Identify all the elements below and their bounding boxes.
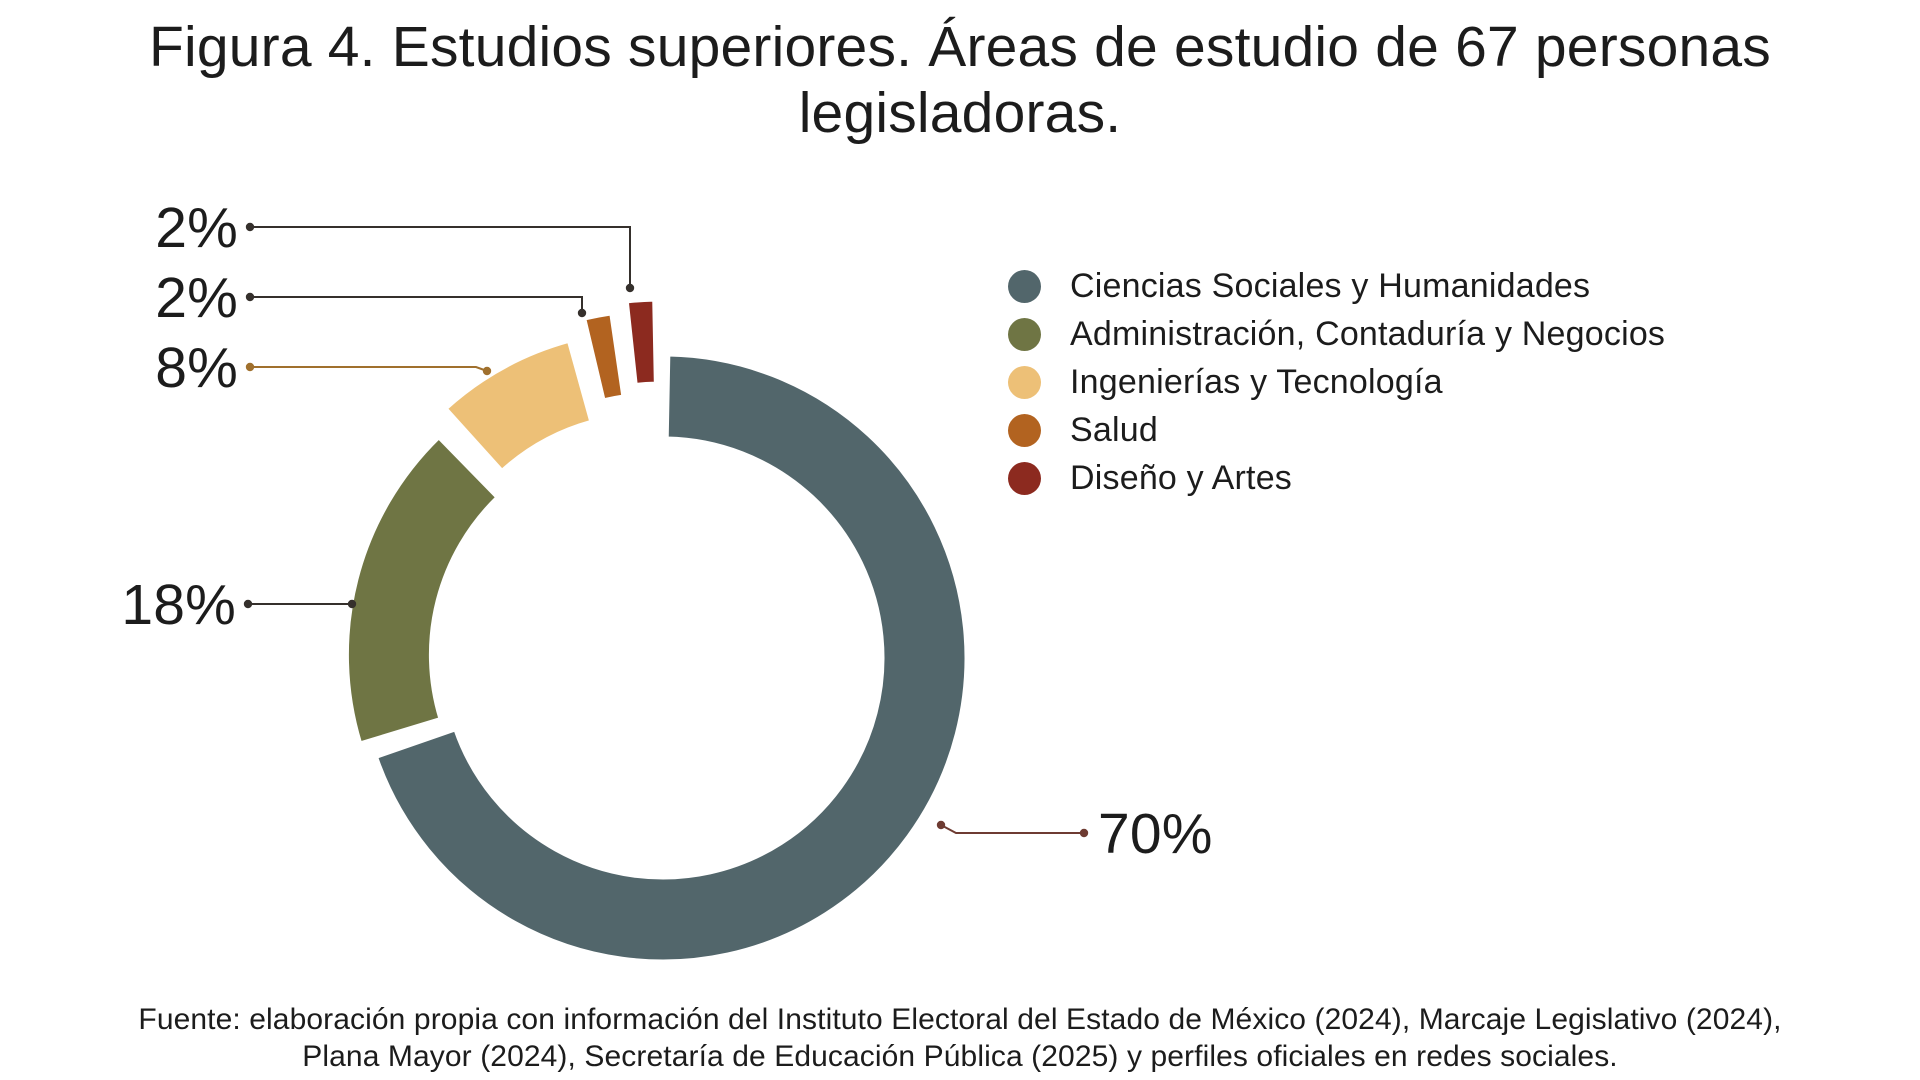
legend-item-label: Salud	[1070, 410, 1158, 449]
chart-title: Figura 4. Estudios superiores. Áreas de …	[0, 14, 1920, 146]
leader-dot-ingenierias-y-tecnologia	[245, 362, 255, 372]
source-note: Fuente: elaboración propia con informaci…	[0, 1002, 1920, 1076]
slice-diseno-y-artes	[625, 298, 657, 387]
percent-label-ingenierias-y-tecnologia: 8%	[155, 336, 238, 400]
legend-color-dot-icon	[1008, 365, 1041, 399]
legend-item-label: Ingenierías y Tecnología	[1070, 362, 1443, 401]
leader-line-ciencias-sociales-y-humanidades	[940, 824, 1084, 834]
chart-title-line2: legisladoras.	[798, 81, 1122, 146]
legend-item-label: Ciencias Sociales y Humanidades	[1070, 266, 1591, 305]
legend-item-ingenierias-y-tecnologia: Ingenierías y Tecnología	[1008, 358, 1665, 406]
legend-item-ciencias-sociales-y-humanidades: Ciencias Sociales y Humanidades	[1008, 262, 1665, 310]
legend-item-administracion-contaduria-y-negocios: Administración, Contaduría y Negocios	[1008, 310, 1665, 358]
source-note-line1: Fuente: elaboración propia con informaci…	[138, 1003, 1782, 1036]
leader-line-salud	[250, 296, 583, 313]
legend-item-diseno-y-artes: Diseño y Artes	[1008, 454, 1665, 502]
leader-dot-salud	[245, 292, 255, 302]
percent-label-diseno-y-artes: 2%	[155, 196, 238, 260]
leader-dot-administracion-contaduria-y-negocios	[243, 599, 253, 609]
slice-ciencias-sociales-y-humanidades	[374, 353, 968, 963]
slice-ingenierias-y-tecnologia	[444, 339, 593, 473]
legend-item-label: Administración, Contaduría y Negocios	[1070, 314, 1666, 353]
source-note-line2: Plana Mayor (2024), Secretaría de Educac…	[302, 1039, 1618, 1073]
legend-color-dot-icon	[1008, 413, 1041, 447]
legend-item-label: Diseño y Artes	[1070, 458, 1293, 497]
leader-line-diseno-y-artes	[250, 226, 631, 288]
slice-administracion-contaduria-y-negocios	[345, 435, 499, 745]
slice-salud	[583, 312, 625, 402]
legend-color-dot-icon	[1008, 317, 1041, 351]
legend-color-dot-icon	[1008, 269, 1041, 303]
leader-dot-administracion-contaduria-y-negocios	[347, 599, 357, 609]
leader-dot-salud	[577, 308, 587, 318]
percent-label-administracion-contaduria-y-negocios: 18%	[121, 573, 236, 637]
leader-dot-ciencias-sociales-y-humanidades	[1079, 828, 1089, 838]
percent-label-ciencias-sociales-y-humanidades: 70%	[1098, 802, 1213, 866]
legend-item-salud: Salud	[1008, 406, 1665, 454]
leader-dot-ingenierias-y-tecnologia	[482, 366, 492, 376]
leader-line-ingenierias-y-tecnologia	[250, 366, 488, 372]
percent-label-salud: 2%	[155, 266, 238, 330]
legend-color-dot-icon	[1008, 461, 1041, 495]
leader-dot-ciencias-sociales-y-humanidades	[936, 820, 946, 830]
legend: Ciencias Sociales y Humanidades Administr…	[1008, 262, 1665, 502]
leader-dot-diseno-y-artes	[625, 283, 635, 293]
chart-title-line1: Figura 4. Estudios superiores. Áreas de …	[148, 15, 1771, 79]
leader-dot-diseno-y-artes	[245, 222, 255, 232]
